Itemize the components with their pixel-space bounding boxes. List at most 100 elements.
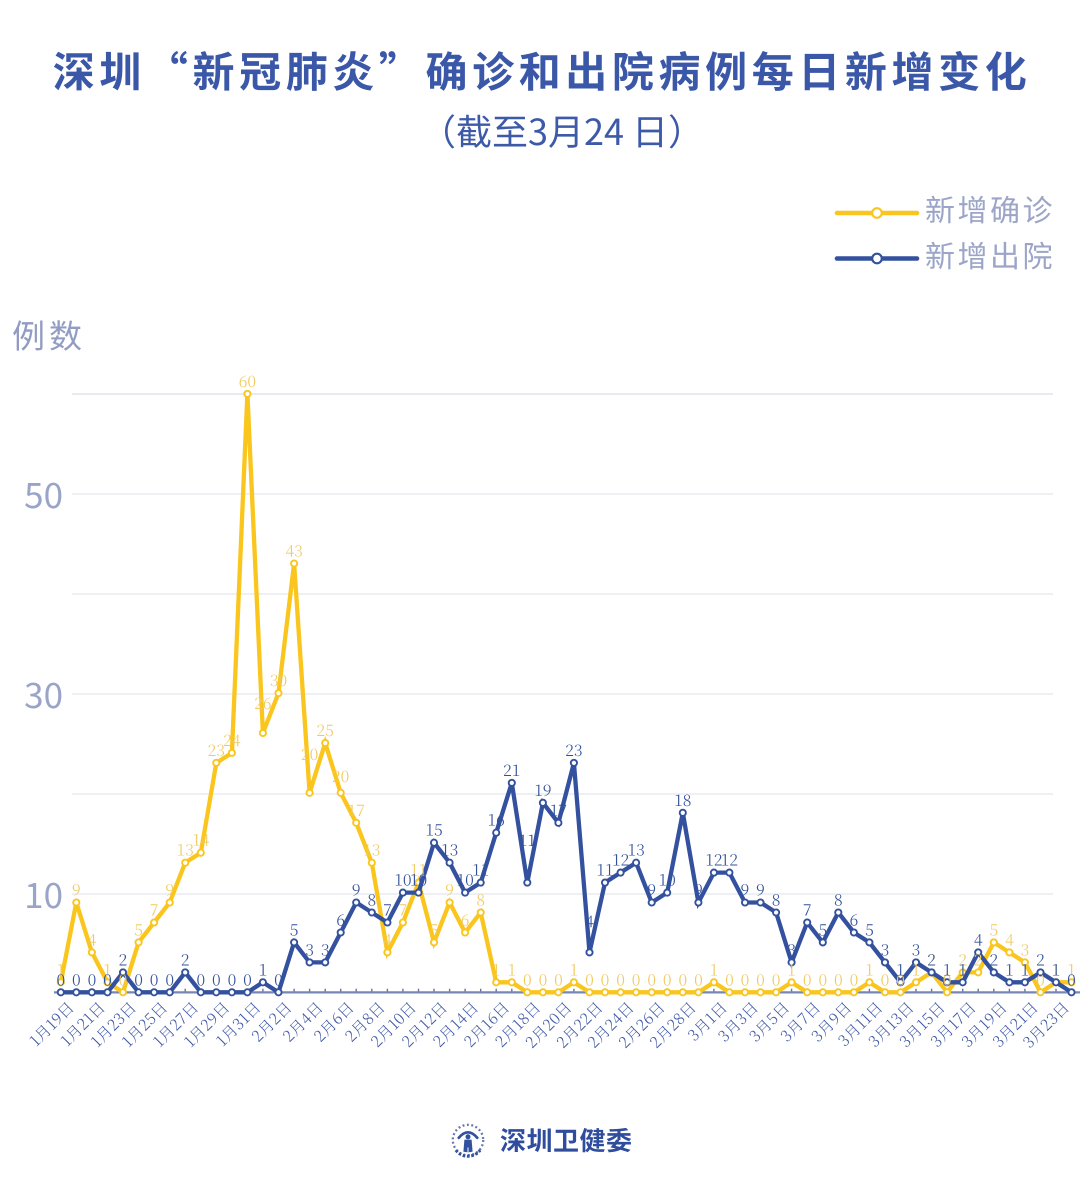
svg-text:9: 9 (165, 878, 174, 901)
svg-text:15: 15 (425, 818, 442, 841)
svg-text:7: 7 (803, 898, 812, 921)
svg-text:0: 0 (56, 967, 65, 990)
svg-text:1: 1 (943, 957, 952, 980)
svg-text:1: 1 (1021, 957, 1030, 980)
svg-text:0: 0 (228, 967, 237, 990)
svg-text:0: 0 (585, 967, 594, 990)
svg-text:0: 0 (818, 967, 827, 990)
svg-text:3: 3 (881, 937, 890, 960)
svg-text:7: 7 (383, 898, 392, 921)
svg-text:13: 13 (627, 838, 644, 861)
svg-text:30: 30 (270, 668, 287, 691)
svg-text:1: 1 (787, 957, 796, 980)
svg-text:20: 20 (301, 742, 318, 765)
svg-text:1: 1 (1052, 957, 1061, 980)
svg-text:11: 11 (596, 858, 613, 881)
svg-text:0: 0 (134, 967, 143, 990)
svg-text:0: 0 (150, 967, 159, 990)
svg-text:19: 19 (534, 778, 551, 801)
svg-text:0: 0 (772, 967, 781, 990)
svg-text:8: 8 (367, 888, 376, 911)
svg-text:4: 4 (974, 927, 983, 950)
svg-text:0: 0 (523, 967, 532, 990)
svg-text:1: 1 (507, 957, 516, 980)
svg-text:2: 2 (958, 947, 967, 970)
svg-text:1: 1 (865, 957, 874, 980)
svg-text:8: 8 (772, 888, 781, 911)
svg-text:5: 5 (865, 917, 874, 940)
svg-text:0: 0 (850, 967, 859, 990)
svg-text:6: 6 (336, 908, 345, 931)
svg-text:0: 0 (243, 967, 252, 990)
svg-text:1: 1 (1067, 957, 1076, 980)
svg-text:1: 1 (710, 957, 719, 980)
svg-text:26: 26 (254, 691, 271, 714)
svg-text:1: 1 (570, 957, 579, 980)
svg-text:2: 2 (927, 947, 936, 970)
svg-text:0: 0 (694, 967, 703, 990)
svg-text:10: 10 (410, 868, 427, 891)
svg-text:8: 8 (834, 888, 843, 911)
svg-text:1: 1 (896, 957, 905, 980)
svg-text:21: 21 (503, 758, 520, 781)
svg-text:1: 1 (912, 957, 921, 980)
svg-text:3: 3 (1021, 937, 1030, 960)
svg-text:9: 9 (352, 878, 361, 901)
svg-text:0: 0 (119, 967, 128, 990)
svg-text:0: 0 (554, 967, 563, 990)
svg-text:3: 3 (321, 937, 330, 960)
svg-text:0: 0 (943, 967, 952, 990)
svg-text:10: 10 (456, 868, 473, 891)
svg-text:4: 4 (585, 909, 594, 932)
svg-text:12: 12 (721, 848, 738, 871)
svg-text:0: 0 (72, 967, 81, 990)
svg-text:23: 23 (565, 738, 582, 761)
svg-text:5: 5 (818, 917, 827, 940)
svg-text:5: 5 (290, 917, 299, 940)
svg-text:4: 4 (383, 927, 392, 950)
svg-text:18: 18 (674, 788, 691, 811)
svg-text:1: 1 (1005, 957, 1014, 980)
svg-text:0: 0 (601, 967, 610, 990)
svg-text:13: 13 (363, 838, 380, 861)
svg-text:10: 10 (394, 868, 411, 891)
svg-text:0: 0 (88, 967, 97, 990)
svg-text:10: 10 (659, 868, 676, 891)
svg-text:0: 0 (632, 967, 641, 990)
svg-text:6: 6 (850, 908, 859, 931)
svg-text:0: 0 (1067, 967, 1076, 990)
svg-text:2: 2 (927, 947, 936, 970)
svg-text:1: 1 (56, 957, 65, 980)
svg-text:16: 16 (488, 808, 505, 831)
svg-text:0: 0 (881, 967, 890, 990)
svg-text:2: 2 (1036, 947, 1045, 970)
svg-text:43: 43 (285, 539, 302, 562)
svg-text:0: 0 (678, 967, 687, 990)
svg-text:1: 1 (1052, 957, 1061, 980)
svg-text:0: 0 (1036, 967, 1045, 990)
svg-text:0: 0 (647, 967, 656, 990)
svg-text:13: 13 (441, 838, 458, 861)
svg-text:9: 9 (72, 878, 81, 901)
svg-text:0: 0 (756, 967, 765, 990)
svg-text:9: 9 (445, 878, 454, 901)
svg-text:17: 17 (348, 798, 365, 821)
svg-text:3: 3 (787, 937, 796, 960)
svg-text:0: 0 (616, 967, 625, 990)
svg-text:7: 7 (150, 898, 159, 921)
svg-text:1: 1 (259, 957, 268, 980)
svg-text:2: 2 (119, 947, 128, 970)
svg-text:0: 0 (212, 967, 221, 990)
svg-text:11: 11 (410, 858, 427, 881)
svg-text:25: 25 (317, 718, 334, 741)
svg-text:8: 8 (476, 888, 485, 911)
svg-text:1: 1 (958, 957, 967, 980)
svg-text:0: 0 (274, 967, 283, 990)
svg-text:9: 9 (756, 878, 765, 901)
svg-text:1: 1 (492, 957, 501, 980)
svg-text:0: 0 (663, 967, 672, 990)
svg-text:2: 2 (974, 947, 983, 970)
svg-text:5: 5 (989, 917, 998, 940)
svg-text:2: 2 (181, 947, 190, 970)
svg-text:24: 24 (223, 728, 241, 751)
